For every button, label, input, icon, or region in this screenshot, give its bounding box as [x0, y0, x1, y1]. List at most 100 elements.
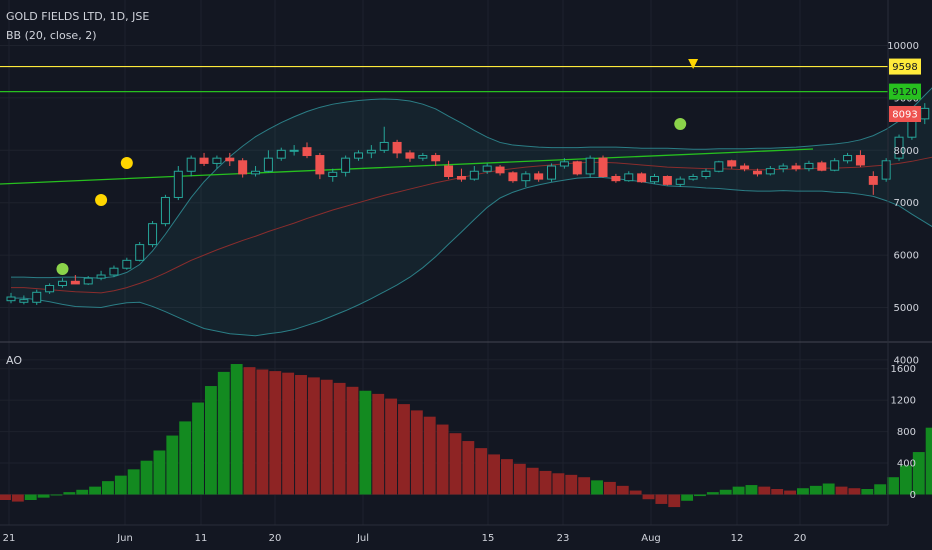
bb-lower-line — [11, 177, 932, 337]
ao-bar — [217, 371, 230, 495]
candle — [122, 257, 132, 270]
candle — [83, 276, 93, 285]
ao-bar — [784, 490, 797, 495]
ao-bar — [745, 485, 758, 495]
candle-body — [637, 173, 647, 183]
price-axis-tick-label: 7000 — [894, 198, 919, 209]
candle-body — [276, 149, 286, 159]
bollinger-bands — [11, 87, 932, 337]
candle — [366, 145, 376, 159]
candle-body — [547, 165, 557, 180]
candle-body — [109, 267, 119, 276]
candle — [611, 173, 621, 183]
price-axis-tick-label: 4000 — [894, 355, 919, 366]
ao-bar — [153, 450, 166, 495]
candle-body — [418, 155, 428, 159]
candle — [6, 292, 16, 304]
ao-bar — [552, 473, 565, 495]
ao-bar — [282, 372, 295, 495]
candle — [765, 166, 775, 176]
price-axis-tick-label: 5000 — [894, 303, 919, 314]
sell-signal-marker — [688, 59, 699, 69]
ao-bar — [449, 433, 462, 495]
ao-axis-tick-label: 800 — [897, 427, 916, 438]
price-axis-tick-label: 10000 — [887, 41, 919, 52]
ao-bar — [591, 480, 603, 495]
time-axis-tick-label: 20 — [794, 533, 807, 544]
ao-bar — [192, 402, 204, 495]
candle — [727, 159, 737, 169]
candle-body — [817, 162, 827, 171]
candle — [45, 283, 55, 294]
time-axis-tick-label: Jun — [116, 533, 133, 544]
ao-bar — [797, 488, 809, 495]
last-price-tag-label: 8093 — [892, 110, 917, 121]
candle — [559, 158, 569, 169]
candle-body — [328, 171, 338, 177]
ao-indicator-label[interactable]: AO — [6, 354, 22, 367]
candle-body — [855, 155, 865, 166]
candle — [469, 166, 479, 181]
candle-body — [804, 162, 814, 170]
bb-indicator-label[interactable]: BB (20, close, 2) — [6, 29, 97, 42]
candle — [302, 142, 312, 159]
trend-line — [0, 148, 814, 185]
ao-bar — [771, 488, 784, 495]
candle-body — [199, 157, 209, 164]
candle — [212, 155, 222, 169]
ao-bar — [423, 416, 436, 495]
awesome-oscillator-histogram — [0, 364, 932, 508]
ao-bar — [398, 404, 410, 495]
candle-body — [585, 157, 595, 175]
candle-body — [482, 165, 492, 172]
ao-bar — [526, 467, 539, 495]
candle — [251, 166, 261, 177]
reference-lines — [0, 65, 888, 185]
candle — [276, 147, 286, 161]
candle — [701, 168, 711, 180]
time-axis-tick-label: Aug — [641, 533, 661, 544]
candle-body — [289, 149, 299, 152]
ao-bar — [295, 375, 307, 495]
candle-body — [920, 107, 930, 120]
candle — [19, 295, 29, 305]
ao-bar — [307, 377, 320, 495]
ao-bar — [230, 364, 243, 495]
candle-body — [688, 176, 698, 180]
candle — [199, 152, 209, 167]
candle — [817, 160, 827, 172]
candle — [714, 160, 724, 173]
candle — [495, 164, 505, 176]
candle — [585, 155, 595, 178]
ao-bar — [76, 489, 89, 495]
level-tag-9120-label: 9120 — [892, 87, 917, 98]
ao-bar — [0, 494, 11, 501]
ao-bar — [706, 492, 719, 495]
candle — [32, 289, 42, 305]
candle — [830, 158, 840, 172]
candle-body — [727, 160, 737, 167]
ao-bar — [732, 486, 745, 495]
ao-bar — [114, 475, 127, 495]
candle-body — [353, 152, 363, 159]
ao-bar — [500, 459, 513, 495]
candle-body — [70, 280, 80, 285]
time-axis-tick-label: 21 — [3, 533, 16, 544]
ao-bar — [166, 435, 179, 495]
candle — [135, 242, 145, 262]
bb-fill — [11, 87, 932, 336]
ao-bar — [694, 494, 706, 497]
candle — [740, 163, 750, 172]
candle — [791, 162, 801, 172]
ao-bar — [333, 382, 346, 495]
candle — [315, 152, 325, 180]
chart-title[interactable]: GOLD FIELDS LTD, 1D, JSE — [6, 10, 150, 23]
ao-bar — [758, 486, 771, 495]
ao-bar — [24, 494, 37, 501]
buy-signal-marker — [56, 263, 69, 275]
ao-bar — [822, 483, 835, 495]
candle — [843, 152, 853, 164]
ao-axis-tick-label: 400 — [897, 459, 916, 470]
candle-body — [431, 155, 441, 162]
